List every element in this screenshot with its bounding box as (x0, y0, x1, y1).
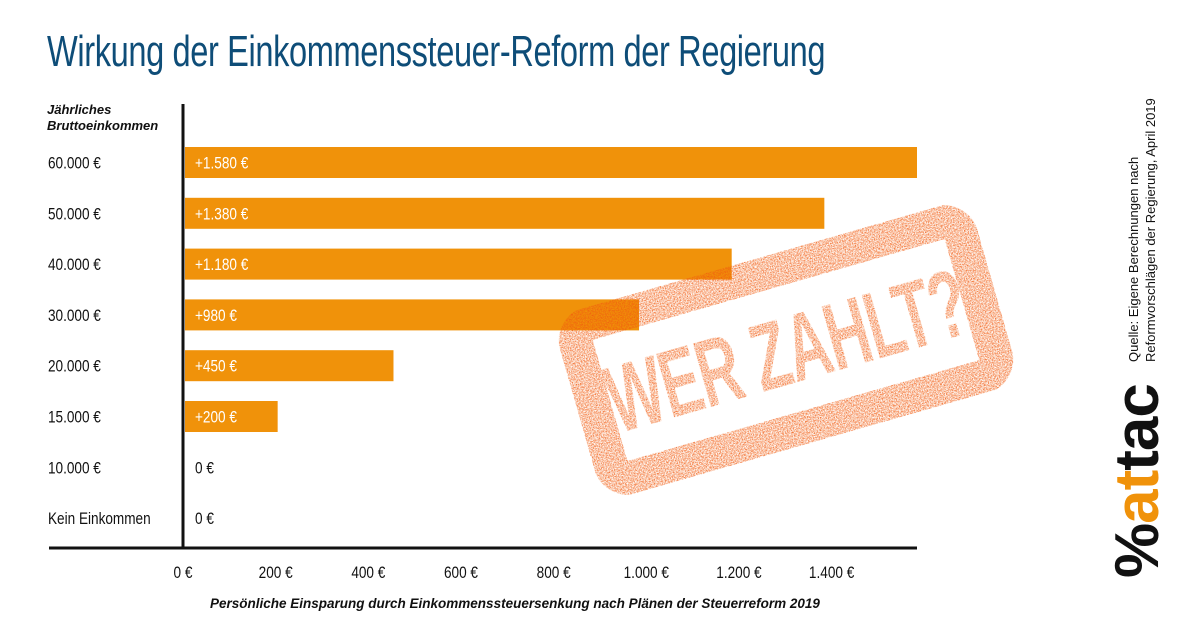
source-note: Quelle: Eigene Berechnungen nach Reformv… (1125, 98, 1159, 362)
value-label: +1.380 € (195, 205, 249, 224)
x-tick-labels: 0 € 200 € 400 € 600 € 800 € 1.000 € 1.200 € 1.4… (174, 564, 855, 583)
x-tick-label: 1.200 € (716, 564, 762, 583)
x-tick-label: 0 € (174, 564, 193, 583)
value-label: 0 € (195, 459, 214, 478)
logo-orange-part: at (1103, 470, 1172, 524)
bar (185, 147, 917, 178)
bars-group (185, 147, 917, 432)
value-label: +1.180 € (195, 256, 249, 275)
category-label: 10.000 € (48, 459, 101, 478)
x-axis-title: Persönliche Einsparung durch Einkommenss… (210, 596, 820, 611)
stamp-frame (558, 205, 1014, 495)
category-labels: 60.000 € 50.000 € 40.000 € 30.000 € 20.000 €… (48, 154, 151, 528)
category-label: Kein Einkommen (48, 510, 151, 529)
x-tick-label: 1.400 € (809, 564, 855, 583)
x-tick-label: 200 € (259, 564, 293, 583)
value-label: +200 € (195, 408, 237, 427)
category-label: 30.000 € (48, 307, 101, 326)
x-tick-label: 600 € (444, 564, 478, 583)
logo-percent: % (1103, 523, 1172, 578)
source-line-2: Reformvorschlägen der Regierung, April 2… (1143, 98, 1158, 362)
bar (185, 197, 825, 229)
y-axis-title: Jährliches Bruttoeinkommen (47, 102, 158, 134)
logo-black-part: tac (1103, 384, 1172, 471)
source-line-1: Quelle: Eigene Berechnungen nach (1126, 156, 1141, 362)
value-label: +1.580 € (195, 154, 249, 173)
bar (185, 248, 732, 280)
bar (185, 350, 394, 382)
x-tick-label: 800 € (537, 564, 571, 583)
bar (185, 401, 278, 432)
category-label: 20.000 € (48, 357, 101, 376)
category-label: 60.000 € (48, 154, 101, 173)
value-labels: +1.580 € +1.380 € +1.180 € +980 € +450 € +200… (195, 154, 249, 528)
category-label: 15.000 € (48, 408, 101, 427)
value-label: +980 € (195, 307, 237, 326)
value-label: +450 € (195, 357, 237, 376)
x-tick-label: 1.000 € (624, 564, 670, 583)
attac-logo: %attac (1103, 384, 1172, 578)
x-tick-label: 400 € (351, 564, 385, 583)
y-axis-title-line2: Bruttoeinkommen (47, 118, 159, 133)
category-label: 50.000 € (48, 205, 101, 224)
category-label: 40.000 € (48, 256, 101, 275)
chart-title: Wirkung der Einkommenssteuer-Reform der … (47, 27, 826, 76)
value-label: 0 € (195, 510, 214, 529)
y-axis-title-line1: Jährliches (47, 102, 112, 117)
